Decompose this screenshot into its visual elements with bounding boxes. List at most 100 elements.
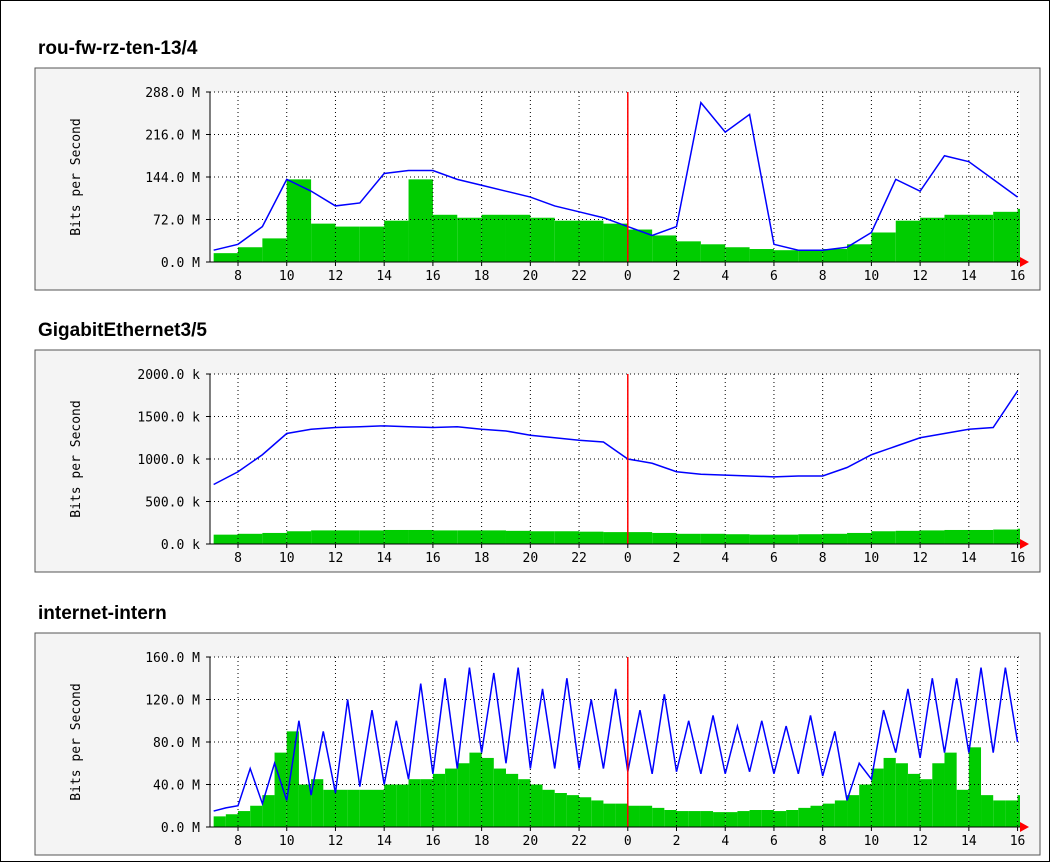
- area-bar: [688, 811, 701, 827]
- x-tick-label: 12: [328, 551, 344, 566]
- x-tick-label: 4: [721, 269, 729, 284]
- area-bar: [250, 805, 263, 827]
- x-tick-label: 22: [571, 551, 587, 566]
- area-bar: [530, 217, 555, 262]
- x-tick-label: 14: [961, 551, 977, 566]
- area-bar: [554, 220, 580, 262]
- area-bar: [773, 250, 799, 262]
- chart-title: GigabitEthernet3/5: [38, 320, 207, 341]
- x-tick-label: 22: [571, 834, 587, 849]
- area-bar: [944, 214, 969, 262]
- area-bar: [749, 534, 774, 544]
- area-bar: [652, 532, 677, 544]
- x-tick-label: 16: [425, 269, 441, 284]
- area-bar: [749, 810, 762, 827]
- area-bar: [359, 789, 372, 827]
- area-bar: [566, 795, 580, 827]
- y-tick-label: 72.0 M: [153, 214, 200, 229]
- area-bar: [420, 779, 433, 827]
- area-bar: [335, 789, 348, 827]
- area-bar: [262, 532, 287, 544]
- area-bar: [652, 235, 677, 262]
- x-tick-label: 8: [234, 834, 242, 849]
- area-bar: [1017, 208, 1020, 262]
- area-bar: [579, 531, 604, 544]
- x-tick-label: 14: [376, 269, 392, 284]
- y-tick-label: 40.0 M: [153, 779, 200, 794]
- area-bar: [956, 789, 969, 827]
- area-bar: [408, 779, 421, 827]
- area-bar: [920, 217, 945, 262]
- area-bar: [773, 534, 799, 544]
- y-tick-label: 288.0 M: [145, 86, 200, 101]
- in-traffic: [213, 528, 1020, 544]
- area-bar: [579, 220, 604, 262]
- x-tick-label: 10: [864, 551, 880, 566]
- area-bar: [822, 249, 848, 262]
- area-bar: [700, 533, 726, 544]
- y-axis-label: Bits per Second: [69, 118, 84, 235]
- area-bar: [944, 529, 969, 544]
- area-bar: [676, 811, 689, 827]
- area-bar: [457, 530, 482, 544]
- area-bar: [238, 811, 251, 827]
- y-tick-label: 0.0 k: [161, 538, 200, 553]
- area-bar: [883, 757, 896, 827]
- in-traffic: [213, 179, 1020, 262]
- x-tick-label: 4: [721, 551, 729, 566]
- area-bar: [798, 534, 823, 544]
- area-bar: [213, 253, 239, 262]
- x-tick-label: 20: [523, 834, 539, 849]
- area-bar: [700, 811, 714, 827]
- area-bar: [968, 214, 994, 262]
- area-bar: [847, 244, 872, 262]
- area-bar: [445, 768, 458, 827]
- area-bar: [1017, 528, 1020, 544]
- area-bar: [554, 531, 580, 544]
- x-tick-label: 22: [571, 269, 587, 284]
- area-bar: [615, 803, 628, 827]
- chart-title: internet-intern: [38, 603, 167, 624]
- area-bar: [627, 229, 653, 262]
- area-bar: [920, 530, 945, 544]
- x-tick-label: 20: [523, 551, 539, 566]
- x-tick-label: 10: [279, 269, 295, 284]
- x-tick-label: 14: [376, 551, 392, 566]
- x-tick-label: 16: [425, 834, 441, 849]
- y-tick-label: 1500.0 k: [137, 411, 200, 426]
- area-bar: [469, 752, 482, 827]
- x-tick-label: 6: [770, 269, 778, 284]
- x-tick-label: 14: [961, 269, 977, 284]
- area-bar: [822, 803, 835, 827]
- area-bar: [298, 784, 312, 827]
- out-traffic: [213, 100, 1019, 251]
- area-bar: [359, 226, 385, 262]
- x-tick-label: 16: [425, 551, 441, 566]
- area-bar: [652, 807, 665, 827]
- area-bar: [1017, 795, 1020, 827]
- out-traffic: [213, 667, 1019, 812]
- y-tick-label: 120.0 M: [145, 694, 200, 709]
- area-bar: [798, 250, 823, 262]
- area-bar: [981, 795, 994, 827]
- area-bar: [262, 238, 287, 262]
- x-tick-label: 2: [673, 551, 681, 566]
- x-tick-label: 6: [770, 834, 778, 849]
- area-bar: [664, 810, 677, 827]
- area-bar: [725, 247, 750, 262]
- area-bar: [603, 223, 628, 262]
- y-axis-label: Bits per Second: [69, 400, 84, 517]
- x-tick-label: 0: [624, 834, 632, 849]
- x-tick-label: 6: [770, 551, 778, 566]
- area-bar: [907, 773, 921, 827]
- area-bar: [895, 763, 908, 827]
- area-bar: [505, 214, 531, 262]
- area-bar: [1005, 800, 1018, 827]
- x-tick-label: 14: [376, 834, 392, 849]
- area-bar: [286, 179, 312, 262]
- area-bar: [432, 214, 458, 262]
- area-bar: [993, 800, 1006, 827]
- x-tick-label: 16: [1010, 834, 1026, 849]
- area-bar: [810, 805, 823, 827]
- area-bar: [676, 533, 701, 544]
